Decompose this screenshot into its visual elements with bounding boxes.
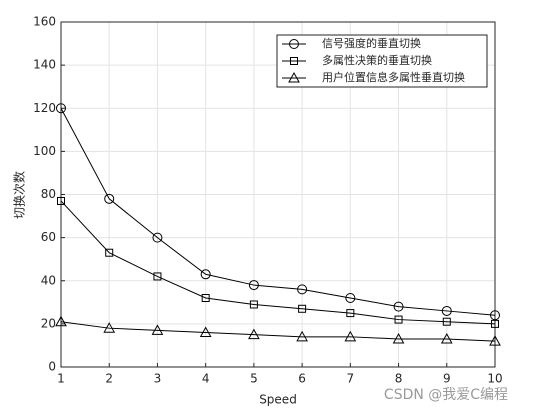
legend-label: 用户位置信息多属性垂直切换 (322, 70, 465, 84)
legend-marker (289, 39, 299, 49)
marker (442, 317, 451, 326)
legend-box (276, 34, 488, 88)
y-tick-label: 40 (41, 273, 56, 287)
marker (152, 232, 163, 243)
marker (346, 309, 355, 318)
y-tick-label: 60 (41, 230, 56, 244)
series-line (60, 108, 496, 316)
x-tick-label: 5 (250, 372, 258, 386)
marker (201, 294, 210, 302)
x-tick-label: 10 (487, 372, 502, 386)
x-tick-label: 2 (105, 372, 113, 386)
legend-marker (290, 57, 298, 65)
marker (56, 103, 66, 114)
marker (344, 330, 357, 342)
x-tick-label: 6 (298, 372, 306, 386)
marker (298, 304, 307, 313)
marker (490, 310, 500, 321)
marker (394, 315, 403, 324)
marker (441, 305, 452, 316)
marker (248, 328, 260, 340)
y-tick-label: 160 (33, 15, 56, 29)
y-tick-label: 0 (48, 360, 56, 374)
legend-label: 多属性决策的垂直切换 (322, 53, 432, 67)
y-tick-label: 140 (33, 58, 56, 72)
y-axis-label: 切换次数 (12, 171, 27, 219)
marker (153, 272, 162, 281)
marker (103, 322, 116, 333)
marker (248, 280, 259, 291)
x-tick-label: 9 (443, 372, 451, 386)
y-tick-label: 80 (41, 187, 56, 201)
marker (105, 248, 114, 257)
marker (55, 315, 67, 327)
watermark: CSDN @我爱C编程 (384, 387, 508, 403)
x-tick-label: 4 (202, 372, 210, 386)
y-tick-label: 100 (33, 144, 56, 158)
marker (393, 301, 404, 312)
x-tick-label: 7 (347, 372, 355, 386)
marker (392, 332, 405, 344)
marker (104, 193, 115, 204)
x-tick-label: 1 (57, 372, 65, 386)
marker (200, 269, 211, 280)
x-tick-label: 3 (154, 372, 162, 386)
marker (345, 293, 356, 303)
marker (57, 196, 65, 205)
marker (489, 335, 501, 346)
y-tick-label: 20 (41, 316, 56, 330)
marker (199, 326, 212, 337)
marker (151, 324, 164, 335)
marker (491, 319, 499, 328)
marker (296, 330, 308, 342)
plot-frame (60, 21, 496, 368)
legend-marker (288, 71, 300, 83)
series-line (60, 200, 496, 325)
x-axis-label: Speed (259, 393, 297, 407)
x-tick-label: 8 (395, 372, 403, 386)
marker (297, 284, 308, 295)
y-tick-label: 120 (33, 101, 56, 115)
series-line (60, 321, 496, 342)
legend-label: 信号强度的垂直切换 (322, 36, 421, 50)
marker (440, 332, 453, 344)
marker (249, 300, 258, 309)
